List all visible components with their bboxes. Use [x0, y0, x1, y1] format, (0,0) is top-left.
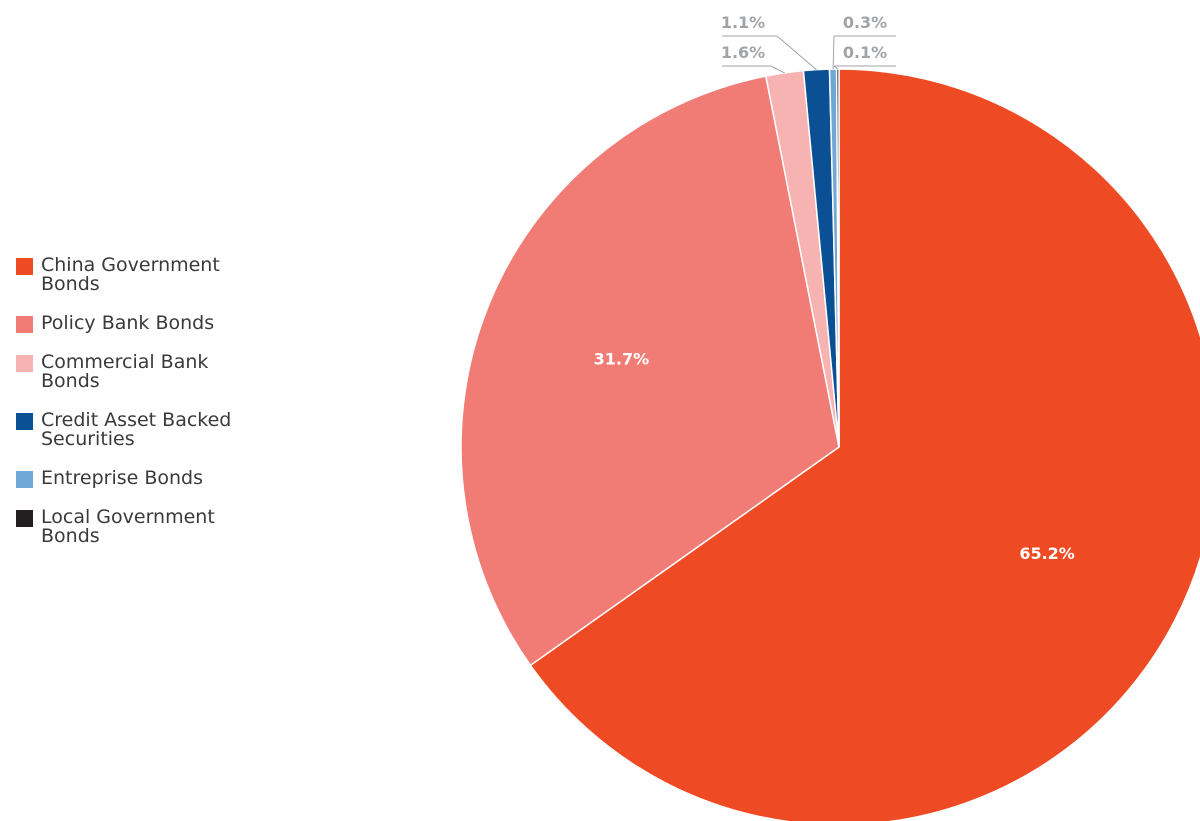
- legend-label-local-government-bonds: Local Government Bonds: [41, 506, 215, 547]
- chart-legend: China Government Bonds Policy Bank Bonds…: [16, 256, 271, 566]
- leader-line-entreprise-bonds: [832, 35, 835, 70]
- data-label-china-government-bonds: 65.2%: [1019, 544, 1075, 563]
- legend-swatch-entreprise-bonds: [16, 471, 33, 488]
- legend-item-local-government-bonds: Local Government Bonds: [16, 508, 271, 546]
- data-label-commercial-bank-bonds: 1.6%: [721, 43, 765, 62]
- data-label-local-government-bonds: 0.1%: [843, 43, 887, 62]
- legend-label-policy-bank-bonds: Policy Bank Bonds: [41, 312, 215, 334]
- pie-slice-local-government-bonds: [835, 68, 840, 448]
- pie-slice-policy-bank-bonds: [460, 75, 840, 667]
- legend-swatch-china-government-bonds: [16, 258, 33, 275]
- legend-label-entreprise-bonds: Entreprise Bonds: [41, 467, 204, 489]
- legend-item-commercial-bank-bonds: Commercial Bank Bonds: [16, 353, 271, 391]
- legend-swatch-policy-bank-bonds: [16, 316, 33, 333]
- legend-swatch-commercial-bank-bonds: [16, 355, 33, 372]
- legend-item-credit-asset-backed-securities: Credit Asset Backed Securities: [16, 411, 271, 449]
- legend-label-credit-asset-backed-securities: Credit Asset Backed Securities: [41, 409, 232, 450]
- legend-label-commercial-bank-bonds: Commercial Bank Bonds: [41, 351, 209, 392]
- data-label-entreprise-bonds: 0.3%: [843, 13, 887, 32]
- legend-swatch-local-government-bonds: [16, 510, 33, 527]
- data-label-policy-bank-bonds: 31.7%: [594, 350, 650, 369]
- legend-swatch-credit-asset-backed-securities: [16, 413, 33, 430]
- leader-line-credit-asset-backed-securities: [776, 35, 817, 71]
- legend-label-china-government-bonds: China Government Bonds: [41, 254, 220, 295]
- legend-item-china-government-bonds: China Government Bonds: [16, 256, 271, 294]
- leader-line-commercial-bank-bonds: [770, 65, 785, 74]
- legend-item-policy-bank-bonds: Policy Bank Bonds: [16, 314, 271, 333]
- pie-slice-china-government-bonds: [529, 68, 1200, 821]
- data-label-credit-asset-backed-securities: 1.1%: [721, 13, 765, 32]
- legend-item-entreprise-bonds: Entreprise Bonds: [16, 469, 271, 488]
